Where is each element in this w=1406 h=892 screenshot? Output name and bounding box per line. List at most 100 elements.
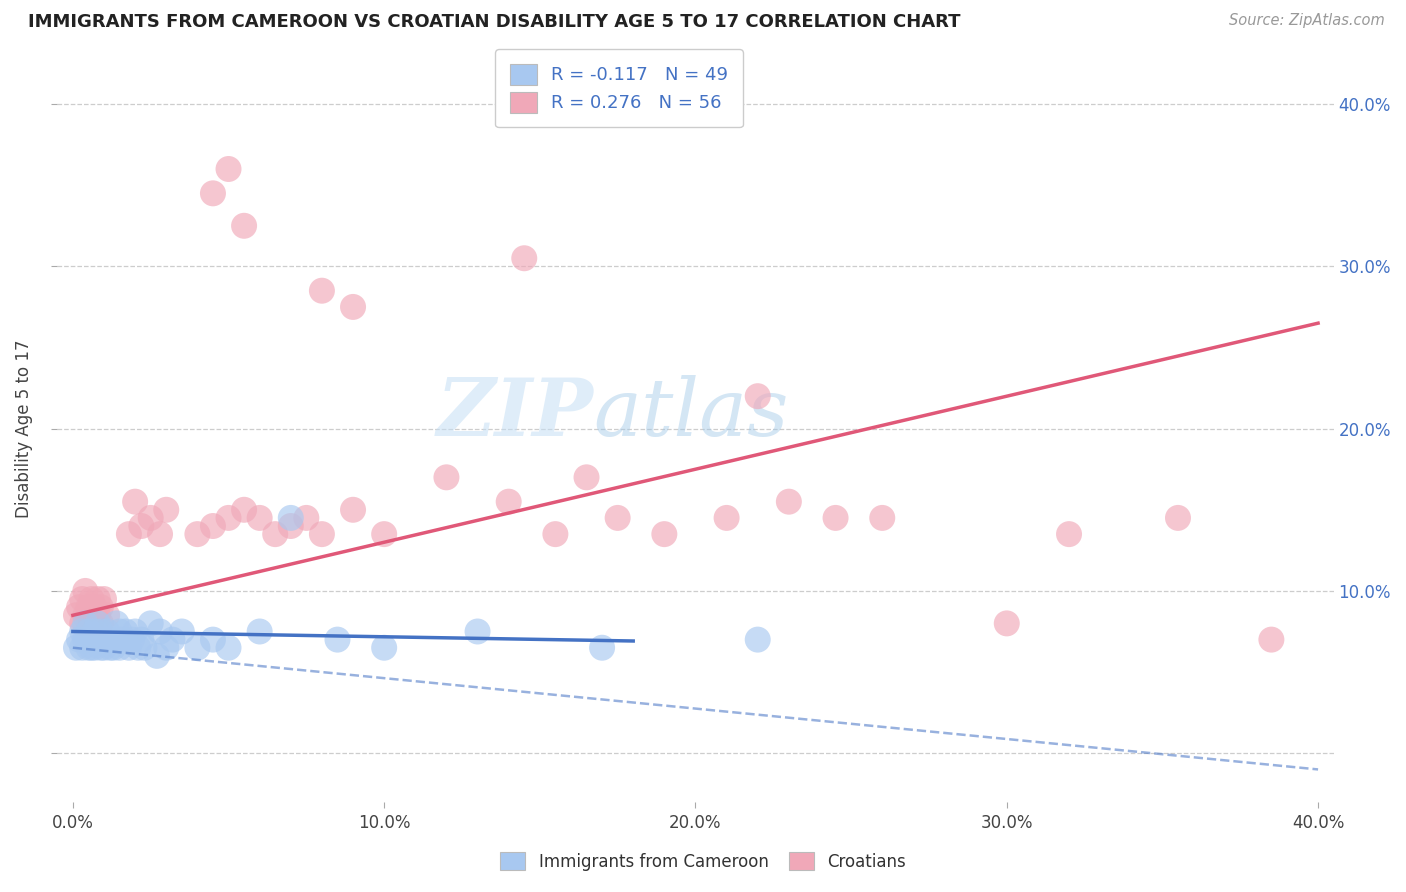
Point xyxy=(131,632,153,647)
Point xyxy=(80,616,103,631)
Point xyxy=(311,527,333,541)
Legend: Immigrants from Cameroon, Croatians: Immigrants from Cameroon, Croatians xyxy=(492,844,914,880)
Y-axis label: Disability Age 5 to 17: Disability Age 5 to 17 xyxy=(15,339,32,518)
Point xyxy=(75,632,97,647)
Point xyxy=(155,640,177,655)
Point xyxy=(65,608,87,623)
Point xyxy=(93,592,115,607)
Point xyxy=(83,608,105,623)
Point xyxy=(121,632,143,647)
Point xyxy=(591,640,613,655)
Point xyxy=(67,600,90,615)
Point xyxy=(747,632,769,647)
Point xyxy=(134,640,156,655)
Point xyxy=(90,600,112,615)
Point xyxy=(654,527,676,541)
Text: ZIP: ZIP xyxy=(436,375,593,452)
Point xyxy=(201,519,224,533)
Point xyxy=(90,640,112,655)
Point xyxy=(65,640,87,655)
Point xyxy=(75,608,97,623)
Point xyxy=(90,616,112,631)
Point xyxy=(186,640,208,655)
Point xyxy=(93,640,115,655)
Point xyxy=(716,511,738,525)
Point xyxy=(149,624,172,639)
Point xyxy=(995,616,1018,631)
Point xyxy=(139,616,162,631)
Text: IMMIGRANTS FROM CAMEROON VS CROATIAN DISABILITY AGE 5 TO 17 CORRELATION CHART: IMMIGRANTS FROM CAMEROON VS CROATIAN DIS… xyxy=(28,13,960,31)
Point xyxy=(498,494,520,508)
Point xyxy=(1057,527,1080,541)
Point xyxy=(824,511,846,525)
Point xyxy=(1260,632,1282,647)
Point xyxy=(80,592,103,607)
Point xyxy=(1167,511,1189,525)
Point xyxy=(70,616,93,631)
Point xyxy=(105,616,128,631)
Point xyxy=(87,632,110,647)
Point xyxy=(111,632,134,647)
Point xyxy=(249,624,271,639)
Point xyxy=(149,527,172,541)
Point xyxy=(98,640,121,655)
Point xyxy=(87,608,110,623)
Point xyxy=(233,503,256,517)
Point xyxy=(114,624,136,639)
Point xyxy=(93,632,115,647)
Point xyxy=(436,470,458,484)
Point xyxy=(544,527,567,541)
Point xyxy=(342,300,364,314)
Point xyxy=(233,219,256,233)
Point xyxy=(778,494,800,508)
Point xyxy=(70,624,93,639)
Point xyxy=(77,640,100,655)
Point xyxy=(80,632,103,647)
Point xyxy=(575,470,598,484)
Legend: R = -0.117   N = 49, R = 0.276   N = 56: R = -0.117 N = 49, R = 0.276 N = 56 xyxy=(495,49,742,128)
Point xyxy=(75,616,97,631)
Text: atlas: atlas xyxy=(593,375,789,452)
Point xyxy=(108,640,131,655)
Point xyxy=(201,632,224,647)
Point xyxy=(83,624,105,639)
Point xyxy=(170,624,193,639)
Point xyxy=(264,527,287,541)
Point xyxy=(77,608,100,623)
Point xyxy=(75,583,97,598)
Point xyxy=(108,624,131,639)
Point xyxy=(280,511,302,525)
Point xyxy=(70,640,93,655)
Point xyxy=(342,503,364,517)
Point xyxy=(77,600,100,615)
Point xyxy=(311,284,333,298)
Point xyxy=(467,624,489,639)
Point xyxy=(70,592,93,607)
Point xyxy=(186,527,208,541)
Point xyxy=(124,494,146,508)
Point xyxy=(218,161,240,176)
Point xyxy=(218,640,240,655)
Point xyxy=(155,503,177,517)
Point xyxy=(280,519,302,533)
Point xyxy=(373,527,395,541)
Point xyxy=(90,624,112,639)
Point xyxy=(83,640,105,655)
Point xyxy=(131,519,153,533)
Point xyxy=(96,624,118,639)
Point xyxy=(118,527,141,541)
Point xyxy=(98,632,121,647)
Point xyxy=(326,632,349,647)
Point xyxy=(127,640,149,655)
Point xyxy=(146,648,169,663)
Point xyxy=(87,592,110,607)
Point xyxy=(139,511,162,525)
Point xyxy=(118,640,141,655)
Point xyxy=(83,600,105,615)
Point xyxy=(201,186,224,201)
Point xyxy=(513,252,536,266)
Point xyxy=(162,632,184,647)
Point xyxy=(103,640,125,655)
Point xyxy=(80,640,103,655)
Text: Source: ZipAtlas.com: Source: ZipAtlas.com xyxy=(1229,13,1385,29)
